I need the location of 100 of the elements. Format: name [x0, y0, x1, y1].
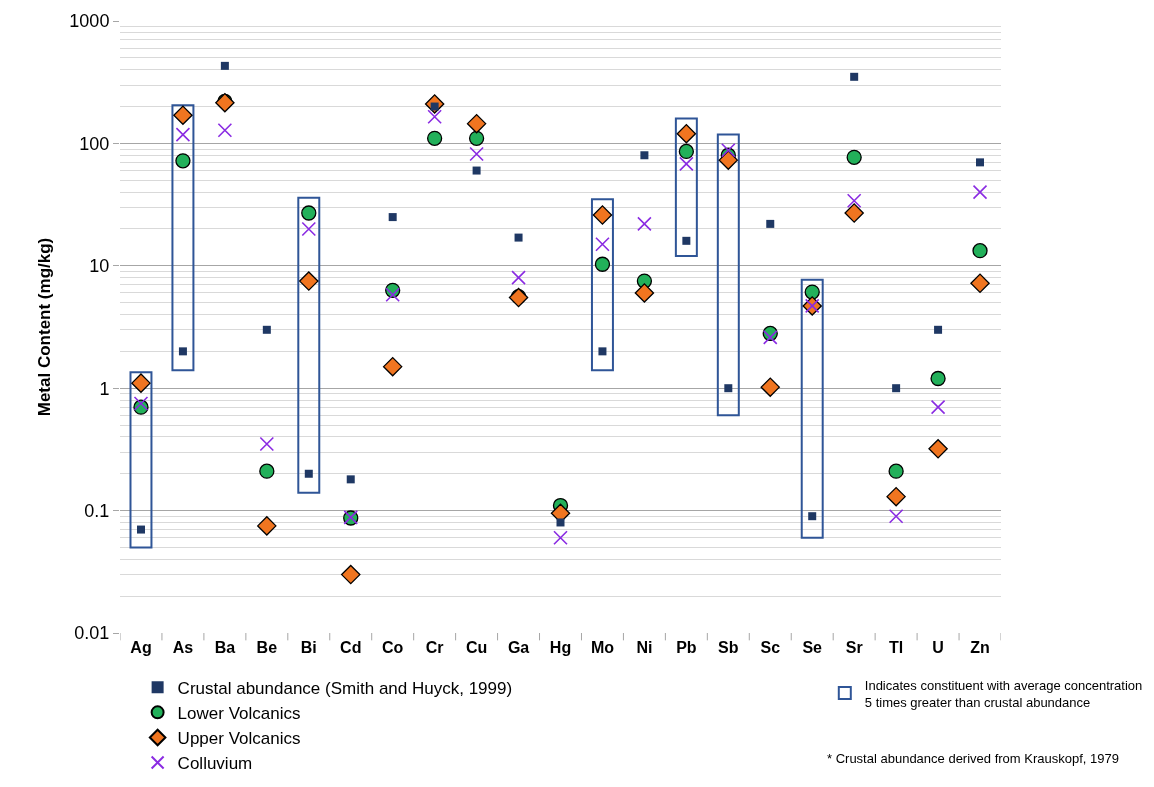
x-tick-label: Sc	[760, 639, 781, 657]
point	[592, 205, 613, 225]
point	[934, 325, 943, 334]
point	[346, 475, 355, 484]
point	[637, 216, 652, 232]
point	[846, 149, 862, 165]
x-tick-label: Cd	[340, 639, 362, 657]
point	[257, 516, 277, 536]
y-tick-label: 1	[99, 378, 110, 399]
point	[133, 396, 149, 411]
point	[976, 158, 985, 167]
point	[594, 256, 611, 272]
point	[472, 166, 481, 175]
point	[595, 236, 610, 252]
x-tick-label: Sb	[718, 639, 739, 657]
point	[220, 61, 229, 70]
point	[468, 130, 485, 146]
point	[388, 213, 397, 222]
legend-label: Indicates constituent with average concentration 5 times greater than crustal abundance	[864, 677, 1143, 710]
point	[427, 130, 443, 146]
point	[888, 508, 904, 524]
point	[598, 347, 607, 356]
x-tick-label: Cu	[465, 639, 488, 657]
point	[259, 436, 275, 452]
point	[972, 242, 988, 259]
point	[972, 184, 988, 200]
x-tick-label: Ni	[636, 639, 653, 657]
x-tick-label: As	[172, 639, 194, 657]
point	[178, 347, 187, 356]
legend-label: Crustal abundance (Smith and Huyck, 1999)	[177, 678, 513, 698]
x-tick-label: Tl	[889, 639, 904, 657]
point	[679, 156, 694, 172]
x-tick-label: U	[932, 639, 944, 657]
bar	[171, 104, 195, 372]
point	[721, 142, 736, 158]
point	[217, 122, 233, 138]
point	[928, 439, 948, 459]
legend-label: Colluvium	[177, 754, 253, 774]
bar	[297, 196, 321, 494]
y-tick-label: 1000	[69, 11, 110, 32]
point	[262, 325, 271, 334]
point	[466, 113, 487, 134]
x-tick-label: Cr	[425, 639, 444, 657]
legend-label: Lower Volcanics	[177, 704, 301, 723]
point	[469, 146, 484, 162]
bar	[674, 117, 698, 258]
x-tick-label: Sr	[845, 639, 863, 657]
x-tick-label: Co	[382, 639, 404, 657]
x-tick-label: Hg	[549, 639, 572, 657]
point	[678, 143, 695, 160]
point	[175, 153, 191, 169]
point	[514, 233, 523, 242]
y-axis-title: Metal Content (mg/kg)	[34, 237, 54, 417]
point	[259, 463, 275, 479]
x-tick-label: Ga	[507, 639, 530, 657]
legend-label: Upper Volcanics	[177, 729, 301, 749]
point	[676, 123, 697, 144]
point	[173, 105, 193, 125]
x-tick-label: Mo	[590, 639, 615, 657]
point	[553, 530, 568, 546]
text: * Crustal abundance derived from Krauskopf, 1979	[827, 751, 1119, 766]
point	[804, 284, 820, 300]
x-tick-label: Ba	[214, 639, 236, 657]
x-tick-label: Zn	[970, 639, 990, 657]
point	[511, 270, 526, 285]
point	[136, 525, 145, 534]
point	[427, 109, 442, 125]
point	[640, 151, 649, 160]
point	[301, 205, 317, 221]
point	[844, 203, 864, 223]
point	[382, 356, 403, 377]
bar	[716, 133, 740, 417]
point	[808, 512, 817, 521]
point	[762, 330, 778, 345]
point	[634, 283, 655, 303]
point	[888, 463, 904, 479]
point	[766, 219, 775, 228]
x-tick-label: Bi	[300, 639, 317, 657]
y-tick-label: 0.01	[74, 623, 110, 644]
point	[340, 564, 361, 585]
point	[301, 221, 317, 237]
point	[175, 127, 191, 142]
point	[556, 518, 565, 527]
point	[718, 150, 739, 170]
point	[760, 377, 781, 397]
point	[930, 370, 946, 387]
y-tick-label: 10	[89, 256, 110, 277]
bar	[800, 278, 824, 539]
y-tick-label: 0.1	[84, 500, 110, 521]
point	[892, 384, 901, 393]
point	[970, 273, 990, 294]
point	[850, 72, 859, 81]
point	[682, 236, 691, 245]
point	[385, 287, 400, 303]
point	[131, 373, 151, 393]
bar	[590, 198, 614, 372]
x-tick-label: Ag	[130, 639, 152, 657]
y-tick-label: 100	[79, 133, 110, 154]
point	[930, 399, 946, 415]
x-tick-label: Se	[802, 639, 823, 657]
